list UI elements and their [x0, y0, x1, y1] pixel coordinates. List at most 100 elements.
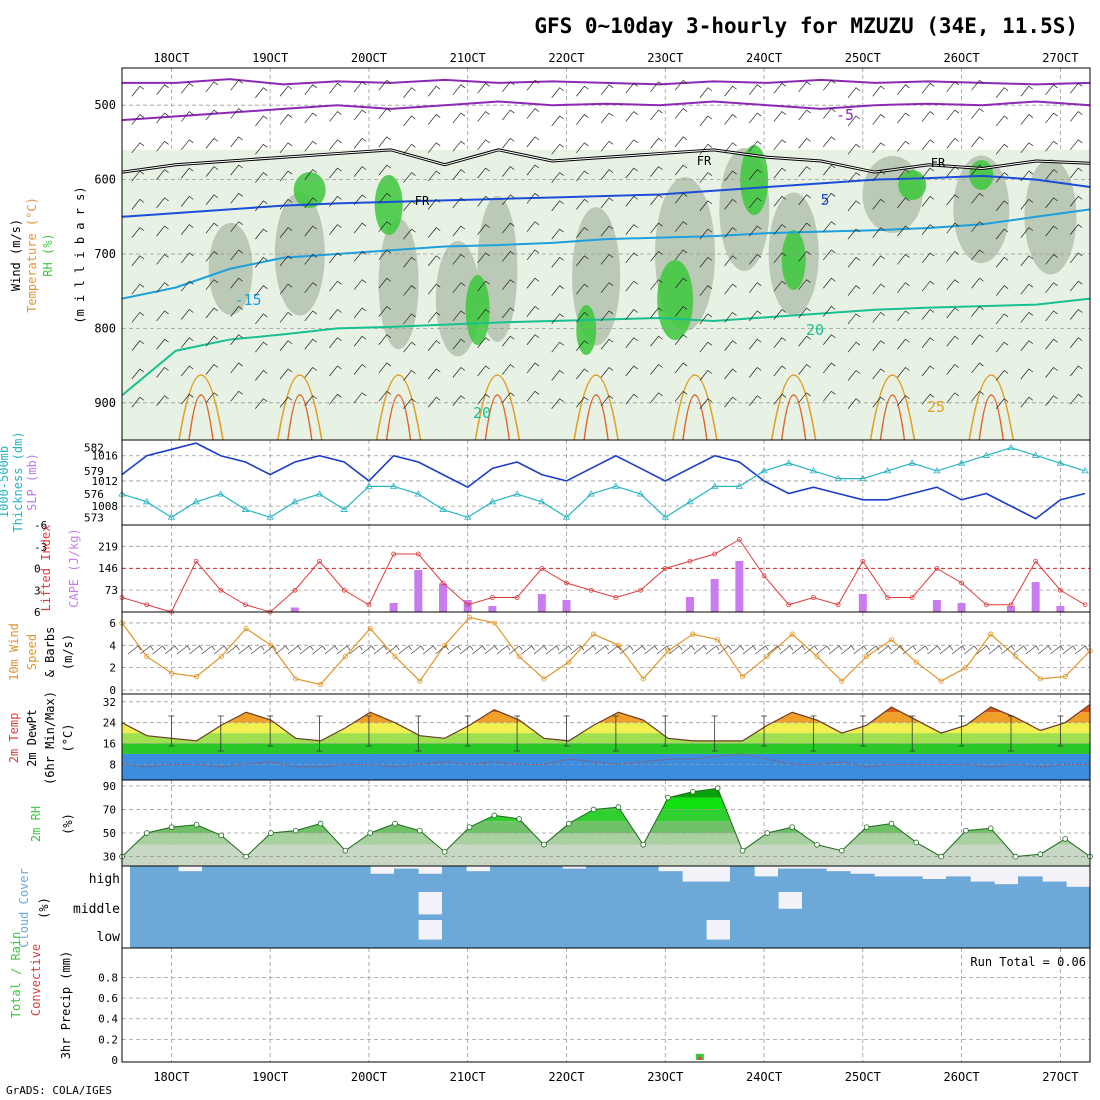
wind-barb — [946, 166, 959, 177]
surface-wind-barb — [496, 645, 511, 655]
surface-wind-barb — [140, 645, 154, 655]
wind-barb — [674, 277, 688, 289]
cloud-bar — [226, 892, 251, 920]
wind-barb — [551, 228, 564, 240]
wind-barb — [897, 338, 910, 350]
cloud-bar — [250, 920, 275, 948]
thickness-point — [562, 513, 571, 520]
thickness-point — [538, 498, 546, 505]
rh-point — [913, 839, 920, 846]
wind-barb — [798, 137, 811, 149]
side-label-p8: Total / Rain — [9, 932, 23, 1019]
minmax-whisker — [316, 715, 323, 752]
cloud-bar — [874, 892, 899, 920]
surface-wind-barb — [988, 645, 1003, 655]
wind-barb — [971, 108, 984, 119]
wind-barb — [279, 396, 293, 408]
surface-wind-barb — [718, 645, 732, 655]
wind-barb — [477, 365, 490, 377]
cloud-bar — [394, 920, 419, 948]
wind-barb — [378, 334, 392, 345]
wind-barb — [378, 79, 392, 91]
cape-tick-label: 146 — [98, 562, 118, 575]
side-label-p4: 10m Wind — [7, 623, 21, 681]
wind-speed-point — [715, 637, 721, 643]
wind-barb — [526, 108, 540, 119]
cloud-bar — [730, 920, 755, 948]
thickness-point — [908, 459, 916, 466]
panel-5: 32 24 16 8 — [103, 693, 1091, 781]
thickness-point — [612, 482, 620, 489]
wind-barb — [576, 142, 589, 154]
wind-barb — [131, 170, 145, 182]
side-label-p5: 2m DewPt — [25, 709, 39, 767]
wind-barb — [329, 195, 342, 207]
temp-tick-label: 8 — [109, 758, 116, 771]
wind-barb — [872, 142, 885, 154]
temperature-contour-cold — [121, 100, 1091, 122]
temperature-band — [122, 743, 1090, 754]
wind-barb — [304, 338, 317, 350]
wind-barb — [724, 255, 737, 267]
surface-wind-barb — [902, 645, 917, 655]
panel-frame — [121, 439, 1091, 526]
wind-barb — [131, 198, 145, 210]
rh-tick-label: 50 — [103, 827, 116, 840]
minmax-whisker — [563, 715, 570, 747]
surface-wind-barb — [742, 645, 757, 655]
lifted-index-point — [909, 595, 915, 600]
wind-barb — [353, 137, 367, 149]
cloud-bar — [802, 868, 827, 892]
surface-wind-barb — [459, 645, 474, 655]
wind-speed-point — [739, 673, 746, 680]
wind-barb — [353, 307, 367, 319]
wind-barb — [946, 81, 959, 93]
wind-barb — [847, 313, 861, 325]
cape-bar — [1006, 606, 1015, 612]
cloud-bar — [322, 892, 347, 920]
surface-wind-barb — [447, 645, 462, 655]
wind-barb — [353, 109, 367, 121]
wind-barb — [625, 82, 638, 94]
wind-barb — [1045, 225, 1058, 237]
wind-barb — [180, 308, 194, 320]
wind-barb — [452, 197, 466, 209]
rh-point — [218, 832, 225, 839]
rh-point — [963, 827, 969, 834]
wind-barb — [205, 81, 219, 93]
wind-barb — [452, 367, 466, 378]
wind-barb — [699, 341, 713, 353]
wind-barb — [502, 335, 515, 347]
li-tick-label: 6 — [34, 606, 41, 619]
thickness-point — [439, 505, 447, 512]
surface-wind-barb — [816, 645, 831, 655]
wind-barb — [477, 393, 490, 405]
rh-grey-patch — [378, 218, 419, 350]
lifted-index-point — [292, 587, 298, 593]
thickness-point — [365, 482, 373, 489]
wind-barb — [180, 365, 194, 377]
wind-barb — [748, 282, 762, 293]
cloud-bar — [634, 866, 659, 892]
surface-wind-barb — [1025, 645, 1040, 655]
lifted-index-point — [761, 573, 767, 579]
cloud-bar — [706, 892, 731, 920]
wind-barb — [674, 192, 688, 204]
surface-wind-barb — [238, 645, 252, 655]
wind-barb — [255, 115, 268, 127]
wind-barb — [180, 252, 194, 264]
cloud-bar — [226, 920, 251, 948]
warm-contour — [178, 374, 224, 441]
wind-barb — [427, 170, 441, 182]
cape-bar — [488, 606, 497, 612]
wind-barb — [131, 114, 145, 125]
wind-barb — [279, 170, 293, 182]
wind-barb — [773, 252, 787, 264]
cloud-level-label: high — [89, 872, 120, 887]
wind-tick-label: 0 — [109, 684, 116, 697]
wind-barb — [699, 200, 713, 212]
surface-wind-barb — [914, 645, 929, 655]
wind-barb — [847, 143, 861, 155]
wind-barb — [230, 136, 243, 148]
rh-green-patch — [576, 305, 597, 355]
